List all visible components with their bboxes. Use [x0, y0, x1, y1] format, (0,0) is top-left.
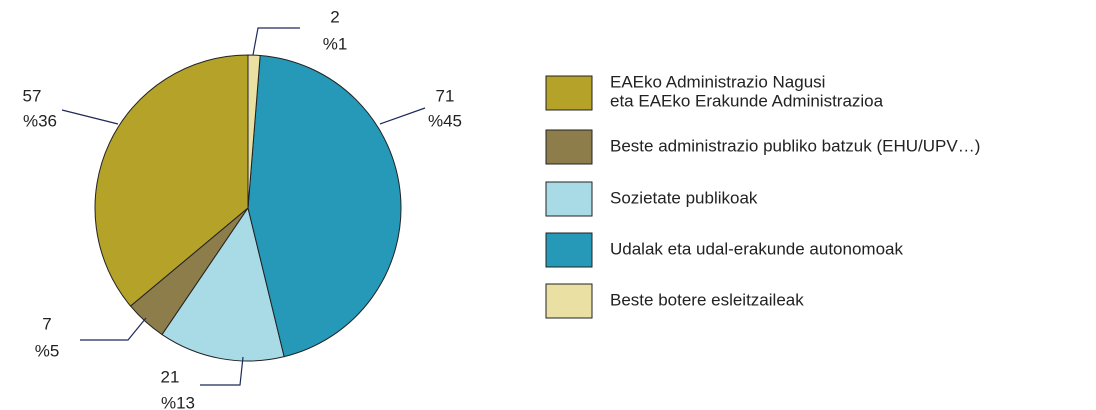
legend-swatch — [545, 232, 593, 268]
leader-line — [379, 107, 426, 125]
leader-line — [61, 109, 119, 125]
pie-slice — [161, 206, 285, 362]
data-label: 57 — [23, 86, 42, 105]
legend-label: EAEko Administrazio Nagusi eta EAEko Erak… — [610, 73, 884, 111]
legend-swatch — [545, 75, 593, 111]
legend-label: Sozietate publikoak — [610, 188, 758, 207]
data-label: 7 — [42, 314, 51, 333]
percent-label: %13 — [161, 393, 195, 410]
legend-swatch — [545, 283, 593, 319]
data-label: 71 — [436, 86, 455, 105]
percent-label: %1 — [323, 34, 348, 53]
legend-label: Udalak eta udal-erakunde autonomoak — [610, 239, 903, 258]
pie-slice — [94, 54, 249, 307]
legend-swatch — [545, 129, 593, 165]
data-label: 2 — [330, 7, 339, 26]
percent-label: %36 — [23, 111, 57, 130]
pie-slice — [247, 54, 402, 358]
legend-label: Beste botere esleitzaileak — [610, 290, 804, 309]
percent-label: %45 — [428, 111, 462, 130]
legend-label: Beste administrazio publiko batzuk (EHU/… — [610, 136, 980, 155]
leader-line — [252, 27, 300, 56]
leader-line — [200, 356, 244, 386]
legend-swatch — [545, 181, 593, 217]
pie-slice — [247, 54, 261, 209]
percent-label: %5 — [35, 341, 60, 360]
data-label: 21 — [161, 367, 180, 386]
leader-line — [80, 317, 147, 341]
